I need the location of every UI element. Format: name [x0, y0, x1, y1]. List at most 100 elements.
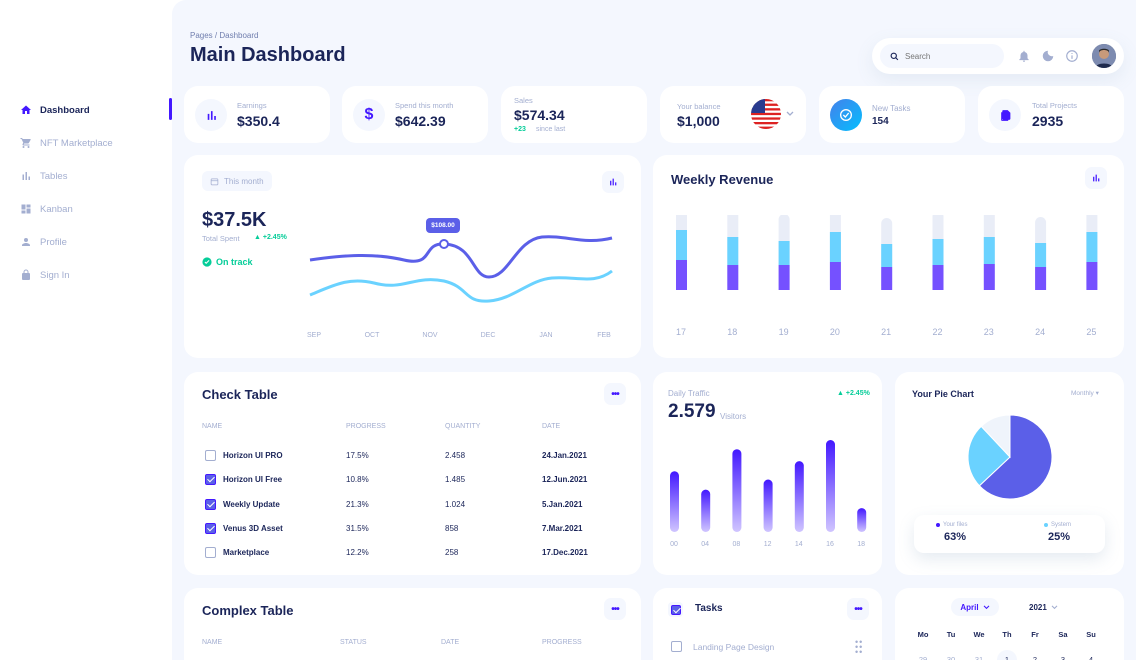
search-input[interactable] [905, 51, 995, 61]
column-header[interactable]: NAME [202, 639, 223, 646]
info-icon[interactable] [1065, 49, 1079, 63]
bar-segment-bottom [1086, 262, 1098, 290]
calendar-day[interactable]: 2 [1032, 655, 1038, 660]
axis-tick-label: FEB [597, 332, 611, 339]
check-circle-icon [202, 257, 212, 267]
stat-label: Spend this month [395, 101, 454, 110]
period-selector[interactable]: This month [202, 171, 272, 191]
traffic-bar-16[interactable] [826, 440, 835, 532]
task-checkbox[interactable] [671, 641, 682, 652]
traffic-bar-14[interactable] [794, 461, 804, 532]
traffic-bar-04[interactable] [701, 489, 711, 532]
traffic-bar-18[interactable] [857, 508, 867, 532]
traffic-bar-08[interactable] [732, 449, 742, 532]
more-options-button[interactable]: ••• [604, 598, 626, 620]
sidebar-item-profile[interactable]: Profile [20, 233, 67, 251]
more-options-button[interactable]: ••• [604, 383, 626, 405]
column-header[interactable]: NAME [202, 423, 223, 430]
dollar-icon: $ [364, 106, 374, 123]
moon-icon[interactable] [1041, 49, 1055, 63]
chart-tooltip: $108.00 [426, 218, 460, 233]
calendar-day[interactable]: 1 [997, 650, 1017, 660]
check-badge-icon [840, 109, 852, 121]
column-header[interactable]: DATE [542, 423, 561, 430]
table-cell: 17.5% [346, 451, 369, 460]
stat-value: $1,000 [677, 113, 720, 129]
pie-slice-1[interactable] [967, 425, 1011, 487]
search-icon [890, 52, 899, 60]
table-row[interactable]: Horizon UI PRO 17.5% 2.458 24.Jan.2021 [184, 450, 641, 466]
bar-stack-25[interactable] [1086, 215, 1098, 290]
calendar-day[interactable]: 29 [918, 655, 928, 660]
us-flag-icon[interactable] [751, 99, 781, 129]
row-checkbox[interactable] [205, 450, 216, 461]
bell-icon[interactable] [1017, 49, 1031, 63]
column-header[interactable]: STATUS [340, 639, 367, 646]
table-row[interactable]: Marketplace 12.2% 258 17.Dec.2021 [184, 547, 641, 563]
table-row[interactable]: Horizon UI Free 10.8% 1.485 12.Jun.2021 [184, 474, 641, 490]
chevron-down-icon[interactable] [786, 111, 794, 117]
year-select[interactable]: 2021 [1029, 603, 1058, 612]
series-line-1 [309, 235, 613, 279]
legend-value: 25% [1048, 531, 1071, 543]
top-toolbar [872, 38, 1124, 74]
weekly-bar-chart [676, 215, 1098, 290]
traffic-bar-12[interactable] [763, 479, 773, 532]
calendar-day[interactable]: 30 [946, 655, 956, 660]
bar-stack-20[interactable] [829, 215, 841, 290]
row-checkbox[interactable] [205, 522, 216, 534]
month-select[interactable]: April [951, 598, 999, 616]
legend-value: 63% [944, 531, 967, 543]
stat-label: Your balance [677, 102, 721, 111]
sidebar-item-dashboard[interactable]: Dashboard [20, 101, 90, 119]
stat-value: $642.39 [395, 113, 446, 129]
table-cell: 5.Jan.2021 [542, 499, 583, 509]
bar-stack-22[interactable] [932, 215, 944, 290]
table-row[interactable]: Weekly Update 21.3% 1.024 5.Jan.2021 [184, 498, 641, 515]
bar-stack-17[interactable] [676, 215, 687, 290]
sidebar-item-nft-marketplace[interactable]: NFT Marketplace [20, 134, 113, 152]
chart-options-button[interactable] [1085, 167, 1107, 189]
bar-stack-21[interactable] [881, 218, 893, 290]
axis-tick-label: 18 [857, 541, 866, 548]
period-dropdown[interactable]: Monthly ▾ [1071, 390, 1099, 397]
column-header[interactable]: DATE [441, 639, 460, 646]
earnings-card: Earnings $350.4 [184, 86, 330, 143]
column-header[interactable]: PROGRESS [346, 423, 386, 430]
calendar-day[interactable]: 4 [1088, 655, 1094, 660]
stat-value: 154 [872, 116, 889, 127]
stat-value: 2935 [1032, 113, 1064, 129]
more-options-button[interactable]: ••• [847, 598, 869, 620]
legend-dot [936, 523, 940, 527]
pie-chart-card: Your Pie Chart Monthly ▾ Your files 63% … [895, 372, 1124, 575]
bar-segment-bottom [829, 262, 841, 290]
traffic-bar-00[interactable] [670, 471, 679, 532]
table-row[interactable]: Venus 3D Asset 31.5% 858 7.Mar.2021 [184, 522, 641, 539]
row-checkbox[interactable] [205, 474, 216, 486]
column-header[interactable]: QUANTITY [445, 423, 481, 430]
total-spent-delta: ▲ +2.45% [254, 234, 287, 241]
drag-handle-icon[interactable]: •• •• •• [855, 637, 864, 657]
axis-tick-label: NOV [422, 332, 438, 339]
calendar-day[interactable]: 3 [1060, 655, 1066, 660]
bar-stack-24[interactable] [1035, 217, 1047, 290]
sidebar-item-kanban[interactable]: Kanban [20, 200, 73, 218]
sidebar-item-tables[interactable]: Tables [20, 167, 67, 185]
pie-slice-2[interactable] [980, 414, 1011, 459]
bar-stack-23[interactable] [983, 215, 995, 290]
data-point[interactable] [439, 239, 449, 249]
axis-tick-label: 16 [826, 541, 834, 548]
calendar-day[interactable]: 31 [974, 655, 984, 660]
row-checkbox[interactable] [205, 498, 216, 510]
sidebar-item-sign-in[interactable]: Sign In [20, 266, 70, 284]
row-checkbox[interactable] [205, 547, 216, 559]
pie-slice-0[interactable] [978, 414, 1053, 500]
column-header[interactable]: PROGRESS [542, 639, 582, 646]
chevron-down-icon [1051, 605, 1058, 610]
complex-table-card: Complex Table ••• NAME STATUS DATE PROGR… [184, 588, 641, 660]
bar-stack-18[interactable] [727, 215, 739, 290]
chart-options-button[interactable] [602, 171, 624, 193]
bar-stack-19[interactable] [778, 215, 790, 290]
breadcrumb[interactable]: Pages / Dashboard [190, 31, 259, 40]
avatar[interactable] [1092, 44, 1116, 68]
